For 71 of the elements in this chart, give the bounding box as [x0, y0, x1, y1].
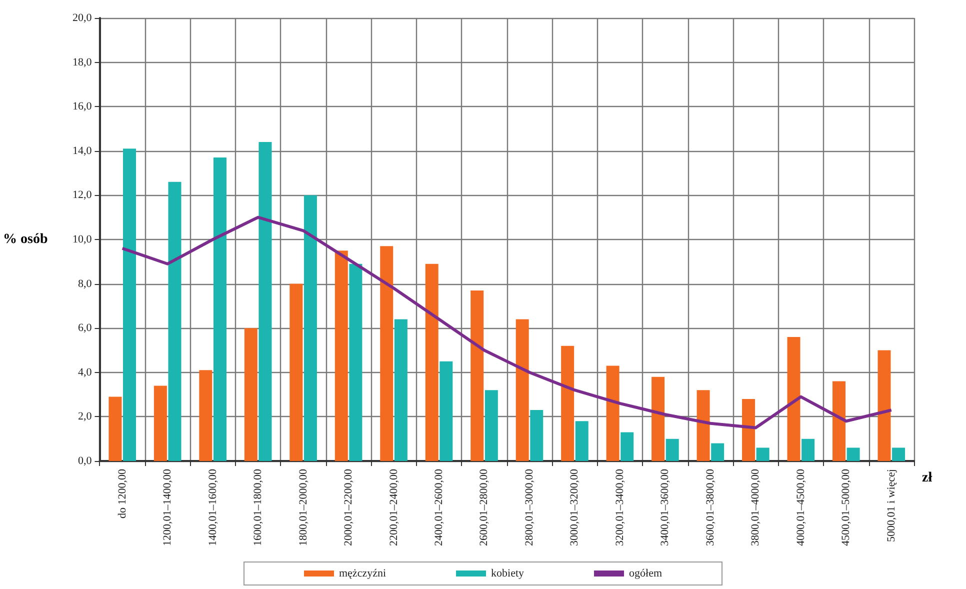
legend-label: kobiety	[491, 568, 525, 580]
bar	[484, 390, 498, 461]
y-tick-label: 4,0	[78, 366, 92, 378]
x-tick-label: 3000,01–3200,00	[568, 468, 581, 546]
bar	[123, 148, 136, 461]
bar	[244, 328, 258, 461]
bar	[711, 443, 724, 461]
legend-label: ogółem	[629, 568, 662, 580]
bar	[742, 398, 756, 461]
y-tick-label: 0,0	[78, 455, 92, 467]
bar	[304, 195, 317, 461]
bar	[425, 264, 438, 461]
y-axis-title: % osób	[3, 232, 48, 247]
bar	[199, 370, 212, 461]
bar	[846, 448, 860, 461]
bar	[787, 336, 800, 461]
x-tick-label: 4500,01–5000,00	[840, 468, 852, 546]
x-tick-label: 1600,01–1800,00	[252, 468, 264, 546]
x-tick-label: 2200,01–2400,00	[388, 468, 400, 546]
x-tick-label: 2400,01–2600,00	[433, 468, 446, 546]
y-tick-label: 12,0	[72, 189, 92, 202]
bar	[606, 366, 620, 461]
y-tick-label: 14,0	[72, 144, 92, 157]
bar	[802, 438, 815, 461]
x-tick-label: 2800,01–3000,00	[523, 468, 536, 546]
x-axis-title: zł	[922, 470, 932, 486]
bar	[516, 319, 529, 461]
x-tick-label: 1200,01–1400,00	[162, 468, 174, 546]
bar	[666, 438, 679, 461]
bar	[349, 264, 362, 461]
bar	[530, 410, 544, 461]
legend-label: mężczyźni	[338, 568, 386, 580]
x-tick-label: 3400,01–3600,00	[659, 468, 672, 546]
bar	[652, 376, 665, 461]
bar	[290, 284, 303, 461]
bar	[108, 396, 122, 461]
bar	[168, 182, 182, 461]
y-tick-label: 10,0	[72, 234, 92, 246]
bar	[620, 432, 634, 461]
x-tick-label: 3600,01–3800,00	[704, 468, 716, 546]
x-tick-label: 2600,01–2800,00	[478, 468, 490, 546]
bar	[756, 448, 770, 461]
y-tick-label: 18,0	[72, 56, 92, 68]
bar	[213, 158, 226, 461]
x-tick-label: 1800,01–2000,00	[297, 468, 310, 546]
bar	[258, 142, 272, 461]
bar	[561, 346, 574, 461]
bar	[440, 361, 453, 461]
bar	[892, 448, 906, 461]
x-tick-label: 3800,01–4000,00	[750, 468, 762, 546]
bar	[394, 319, 408, 461]
x-tick-label: 1400,01–1600,00	[206, 468, 219, 546]
x-tick-label: 2000,01–2200,00	[342, 468, 355, 546]
y-tick-label: 2,0	[78, 410, 92, 423]
line-series	[120, 216, 893, 430]
bar	[470, 290, 484, 461]
bar	[154, 386, 167, 461]
y-tick-label: 16,0	[72, 100, 92, 113]
x-tick-label: 5000,01 i więcej	[885, 469, 898, 542]
bar	[696, 390, 710, 461]
x-tick-label: 4000,01–4500,00	[794, 468, 807, 546]
bar	[832, 381, 846, 461]
y-tick-label: 8,0	[78, 278, 92, 290]
bar	[380, 246, 394, 461]
bar	[575, 421, 588, 461]
x-tick-label: do 1200,00	[116, 468, 128, 518]
y-tick-label: 6,0	[78, 322, 92, 334]
x-tick-label: 3200,01–3400,00	[614, 468, 626, 546]
bar	[334, 250, 348, 461]
y-tick-label: 20,0	[72, 12, 92, 24]
bar	[878, 350, 891, 461]
